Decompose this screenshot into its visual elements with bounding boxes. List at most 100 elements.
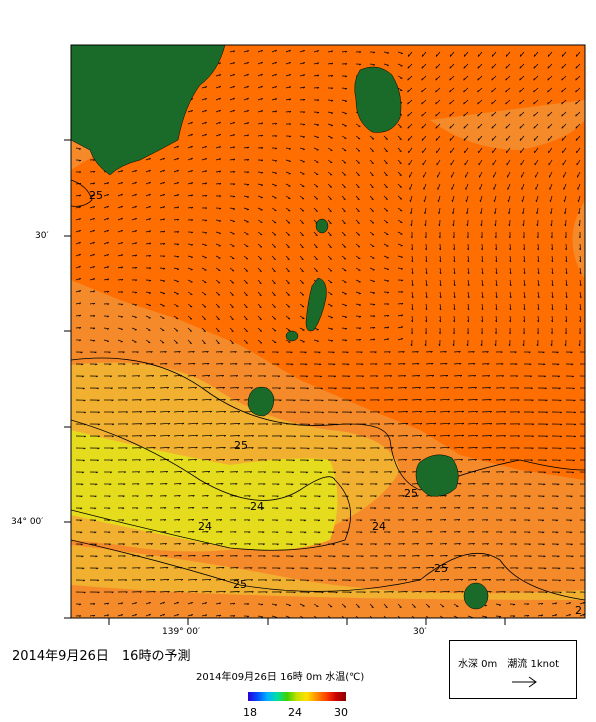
current-vector-head (93, 229, 95, 232)
current-vector (313, 87, 320, 89)
current-vector-head (221, 363, 224, 365)
current-vector (435, 75, 441, 81)
current-vector-head (446, 375, 449, 377)
current-vector-head (135, 217, 137, 220)
current-vector (243, 134, 249, 137)
current-vector-head (149, 613, 151, 616)
current-vector-head (390, 567, 393, 570)
current-vector (481, 279, 484, 286)
current-vector (453, 434, 464, 437)
current-vector (145, 255, 152, 257)
current-vector-head (260, 184, 263, 186)
current-vector-head (217, 306, 220, 308)
current-vector (159, 315, 165, 319)
current-vector-head (373, 338, 376, 341)
current-vector-head (349, 435, 352, 438)
current-vector-head (149, 280, 152, 282)
current-vector (505, 51, 511, 57)
current-vector (159, 471, 168, 473)
current-vector (89, 229, 95, 233)
current-vector-head (480, 332, 483, 335)
current-vector (383, 171, 388, 176)
current-vector-head (262, 351, 265, 354)
current-vector (313, 74, 319, 77)
current-vector (327, 135, 333, 139)
current-vector-head (278, 387, 281, 390)
current-vector (576, 159, 581, 166)
current-vector (435, 51, 441, 57)
current-vector (561, 63, 567, 69)
current-vector (507, 183, 511, 190)
current-vector-head (138, 471, 141, 474)
current-vector (355, 339, 362, 341)
current-vector-head (419, 579, 422, 581)
current-vector-head (515, 363, 518, 366)
current-vector (257, 219, 263, 223)
current-vector-head (360, 519, 363, 522)
current-vector-head (358, 619, 360, 620)
current-vector (397, 423, 409, 425)
current-vector-head (438, 344, 441, 347)
current-vector-head (110, 471, 113, 474)
current-vector-head (329, 210, 332, 212)
current-vector-head (579, 284, 582, 287)
current-vector-head (411, 284, 414, 287)
current-vector-head (558, 375, 561, 378)
current-vector-head (261, 603, 264, 606)
current-vector (481, 423, 493, 425)
current-vector-head (163, 193, 165, 197)
current-vector-head (237, 399, 240, 401)
current-vector-head (533, 90, 535, 93)
current-vector-head (107, 229, 109, 232)
current-vector-head (306, 387, 309, 390)
current-vector-head (236, 471, 239, 473)
current-vector-head (452, 236, 455, 239)
current-vector-head (234, 507, 237, 510)
current-vector-head (191, 194, 194, 197)
current-vector (285, 279, 290, 284)
current-vector-head (495, 284, 498, 287)
current-vector-head (388, 507, 391, 510)
current-vector (187, 291, 193, 295)
current-vector-head (150, 495, 153, 497)
current-vector-head (466, 224, 468, 227)
current-vector (547, 87, 553, 93)
current-vector (75, 253, 81, 257)
current-vector-head (304, 351, 307, 354)
current-vector-head (517, 435, 520, 438)
current-vector-head (547, 78, 549, 81)
current-vector-head (495, 248, 497, 251)
current-vector-head (574, 423, 577, 426)
current-vector-head (192, 507, 195, 509)
current-vector-head (289, 61, 291, 64)
current-vector-head (481, 308, 484, 311)
current-vector (117, 266, 123, 269)
current-vector-head (503, 591, 506, 593)
current-vector-head (432, 387, 435, 389)
current-vector-head (467, 284, 470, 287)
current-vector (327, 243, 332, 248)
current-vector (424, 195, 427, 202)
current-vector-head (287, 294, 290, 296)
current-vector (467, 375, 476, 377)
current-vector (327, 159, 333, 163)
current-vector-head (234, 531, 237, 534)
current-vector-head (95, 363, 98, 366)
current-vector (519, 51, 525, 57)
current-vector-head (167, 399, 170, 401)
current-vector-head (112, 423, 115, 426)
current-vector (173, 157, 179, 161)
current-vector-head (321, 579, 324, 582)
current-vector-head (423, 199, 425, 202)
current-vector-head (292, 387, 295, 390)
current-vector (453, 458, 463, 461)
current-vector-head (79, 171, 82, 174)
current-vector (439, 255, 442, 262)
current-vector (463, 135, 469, 141)
current-vector (173, 386, 183, 389)
current-vector-head (180, 459, 183, 461)
current-vector (579, 243, 581, 251)
current-vector-head (163, 157, 165, 160)
current-vector (201, 86, 207, 89)
current-vector-head (231, 294, 234, 296)
